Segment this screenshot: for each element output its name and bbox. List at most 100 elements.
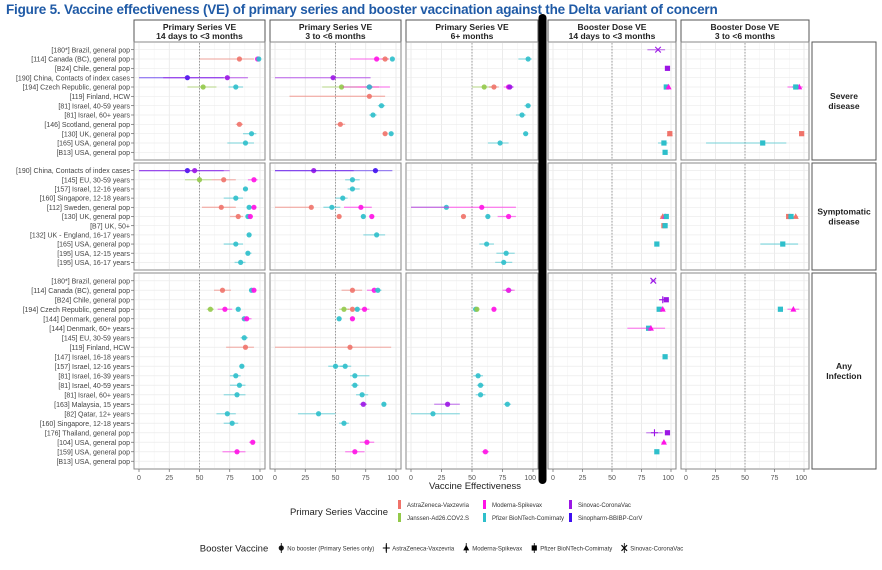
legend-booster-icon-MOD [463,544,470,551]
data-point [358,204,364,210]
data-point [370,112,376,118]
data-point [375,287,381,293]
legend-booster-label-PF: Pfizer BioNTech-Comirnaty [540,547,612,553]
figure-title: Figure 5. Vaccine effectiveness (VE) of … [6,2,718,17]
data-point [788,213,794,220]
legend-booster-icon-none [278,545,284,551]
data-point [349,287,356,293]
data-point [242,344,249,350]
data-point [497,140,503,146]
legend-booster-title: Booster Vaccine [200,544,268,555]
data-point [224,411,230,417]
legend-swatch-SV [569,500,572,509]
x-tick-label: 50 [332,475,340,482]
data-point [315,411,322,417]
data-point [474,306,480,312]
data-point [233,241,239,247]
x-tick-label: 100 [524,475,536,482]
data-point [332,363,339,369]
x-tick-label: 100 [662,475,674,482]
facet-strip-infection [811,272,877,470]
data-point [241,335,247,341]
data-point [251,287,257,293]
data-point [656,306,662,312]
study-label: [B7] UK, 50+ [90,223,130,230]
panel-subtitle-p3: 6+ months [451,31,494,41]
data-point [445,401,451,407]
data-point [477,382,484,388]
study-label: [160] Singapore, 12-18 years [40,421,131,428]
panel-title-p2: Primary Series VE [299,22,373,32]
facet-label-infection: Infection [826,371,861,381]
facet-label-severe: disease [828,101,859,111]
study-label: [81] Israel, 16-39 years [58,373,130,380]
x-tick-label: 50 [468,475,476,482]
x-tick-label: 100 [251,475,263,482]
legend-booster-label-MOD: Moderna-Spikevax [472,547,522,553]
data-point [239,363,245,369]
data-point [792,213,799,219]
data-point [247,213,253,220]
data-point [501,259,507,266]
data-point [222,306,228,312]
x-tick-label: 0 [551,475,555,482]
data-point [352,449,358,455]
data-point [236,382,243,388]
data-point [504,401,510,407]
x-tick-label: 75 [226,475,234,482]
data-point [250,439,256,445]
data-point [777,306,783,312]
data-point [233,195,239,201]
data-point [207,306,213,312]
data-point [525,56,531,62]
data-point [242,140,249,146]
x-tick-label: 0 [409,475,413,482]
data-point [342,363,348,369]
legend-booster-label-AZ: AstraZeneca-Vaxzevria [392,547,455,553]
data-point [251,177,257,183]
data-point [760,140,766,146]
study-label: [157] Israel, 12-16 years [55,187,131,194]
data-point [519,112,525,118]
data-point [664,65,671,71]
data-point [662,354,668,360]
data-point [337,121,343,127]
study-label: [165] USA, general pop [57,141,130,148]
data-point [347,344,353,350]
study-label: [145] EU, 30-59 years [62,335,131,342]
legend-swatch-AZ [398,500,401,509]
data-point [235,306,241,312]
data-point [361,306,368,312]
data-point [659,306,666,312]
data-point [242,186,249,192]
data-point [219,287,226,293]
study-label: [81] Israel, 60+ years [64,392,130,399]
legend-swatch-PF [483,513,486,522]
study-label: [81] Israel, 60+ years [64,113,130,120]
data-point [245,250,251,256]
data-point [654,241,660,247]
data-point [224,75,230,81]
study-label: [81] Israel, 40-59 years [58,383,130,390]
data-point [233,373,239,379]
study-label: [119] Finland, HCW [69,94,130,101]
data-point [374,56,380,62]
data-point [366,93,372,99]
data-point [507,84,513,90]
x-tick-label: 100 [795,475,807,482]
data-point [780,241,786,247]
study-label: [180*] Brazil, general pop [51,47,130,54]
legend-swatch-MOD [483,500,486,509]
data-point [491,84,497,90]
study-label: [157] Israel, 12-16 years [55,364,131,371]
data-point [661,140,667,146]
x-tick-label: 25 [165,475,173,482]
legend-label-JJ: Janssen-Ad26.COV2.S [407,516,469,522]
facet-label-symptomatic: Symptomatic [817,207,871,217]
legend-swatch-JJ [398,513,401,522]
data-point [349,186,356,192]
study-label: [160] Singapore, 12-18 years [40,196,131,203]
data-point [330,75,336,81]
data-point [662,149,668,155]
data-point [234,392,240,398]
